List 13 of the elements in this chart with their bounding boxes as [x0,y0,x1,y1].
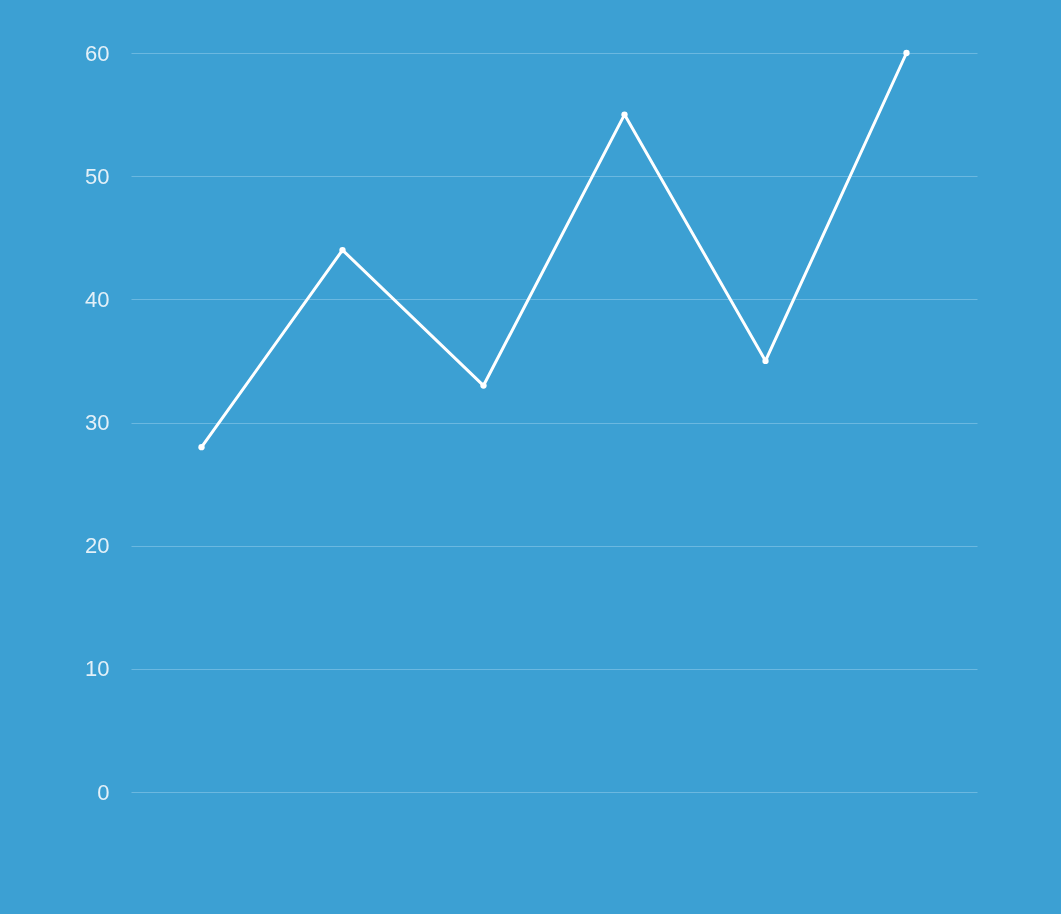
point [762,357,769,365]
point [903,49,910,57]
y-tick-label: 50 [85,163,110,189]
y-tick-label: 10 [85,656,110,682]
y-tick-label: 0 [97,779,110,805]
y-tick-label: 40 [85,286,110,312]
point [339,246,346,254]
point [621,111,628,118]
point [198,443,205,451]
y-tick-label: 30 [85,410,110,435]
y-tick-label: 60 [85,40,110,66]
y-tick-label: 20 [85,533,110,559]
point [480,382,487,389]
